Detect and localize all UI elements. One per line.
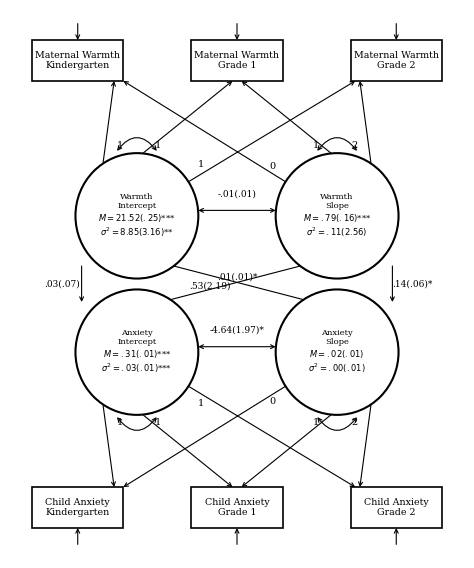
Text: Child Anxiety
Grade 2: Child Anxiety Grade 2 xyxy=(364,498,428,517)
Text: Maternal Warmth
Grade 1: Maternal Warmth Grade 1 xyxy=(194,51,280,70)
Ellipse shape xyxy=(75,153,198,278)
FancyBboxPatch shape xyxy=(32,40,123,81)
Ellipse shape xyxy=(276,290,399,415)
Text: .03(.07): .03(.07) xyxy=(44,279,80,289)
Text: 1: 1 xyxy=(198,399,204,408)
Text: Child Anxiety
Grade 1: Child Anxiety Grade 1 xyxy=(205,498,269,517)
Text: 1: 1 xyxy=(155,141,162,150)
Text: Anxiety
Intercept
$M=.31(.01)$***
$\sigma^2=.03(.01)$***: Anxiety Intercept $M=.31(.01)$*** $\sigm… xyxy=(101,329,173,375)
Text: Anxiety
Slope
$M=.02(.01)$
$\sigma^2=.00(.01)$: Anxiety Slope $M=.02(.01)$ $\sigma^2=.00… xyxy=(308,329,366,375)
Text: 1: 1 xyxy=(312,418,319,427)
Text: 1: 1 xyxy=(117,418,123,427)
Text: 1: 1 xyxy=(155,418,162,427)
FancyBboxPatch shape xyxy=(351,487,442,528)
Text: 1: 1 xyxy=(117,141,123,150)
Text: -4.64(1.97)*: -4.64(1.97)* xyxy=(210,326,264,335)
Text: 0: 0 xyxy=(270,396,276,406)
FancyArrowPatch shape xyxy=(118,418,156,431)
Text: Maternal Warmth
Grade 2: Maternal Warmth Grade 2 xyxy=(354,51,439,70)
Text: -.01(.01): -.01(.01) xyxy=(218,190,256,199)
Ellipse shape xyxy=(75,290,198,415)
FancyArrowPatch shape xyxy=(318,418,356,431)
FancyBboxPatch shape xyxy=(351,40,442,81)
Text: 2: 2 xyxy=(351,418,357,427)
Text: 1: 1 xyxy=(198,160,204,169)
Text: 2: 2 xyxy=(351,141,357,150)
FancyArrowPatch shape xyxy=(318,137,356,150)
Text: Child Anxiety
Kindergarten: Child Anxiety Kindergarten xyxy=(46,498,110,517)
FancyBboxPatch shape xyxy=(191,487,283,528)
FancyBboxPatch shape xyxy=(32,487,123,528)
Text: .01(.01)*: .01(.01)* xyxy=(217,273,257,282)
Text: 1: 1 xyxy=(312,141,319,150)
Text: Warmth
Slope
$M=.79(.16)$***
$\sigma^2=.11(2.56)$: Warmth Slope $M=.79(.16)$*** $\sigma^2=.… xyxy=(303,193,371,239)
FancyArrowPatch shape xyxy=(118,137,156,150)
Text: Warmth
Intercept
$M=21.52(.25)$***
$\sigma^2=8.85(3.16)$**: Warmth Intercept $M=21.52(.25)$*** $\sig… xyxy=(98,193,175,239)
Text: 0: 0 xyxy=(270,162,276,172)
FancyBboxPatch shape xyxy=(191,40,283,81)
Text: Maternal Warmth
Kindergarten: Maternal Warmth Kindergarten xyxy=(35,51,120,70)
Text: .14(.06)*: .14(.06)* xyxy=(392,279,432,289)
Ellipse shape xyxy=(276,153,399,278)
Text: .53(2.19): .53(2.19) xyxy=(189,281,230,290)
